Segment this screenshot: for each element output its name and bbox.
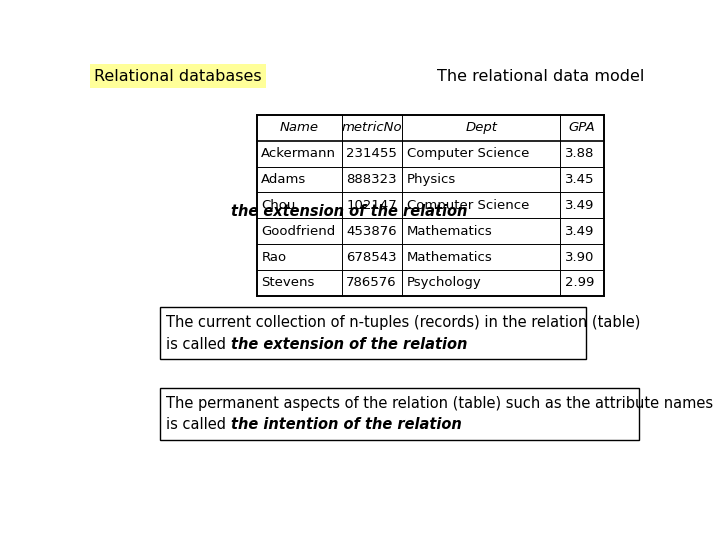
Text: 102147: 102147 <box>346 199 397 212</box>
Text: 3.49: 3.49 <box>565 199 595 212</box>
Text: Physics: Physics <box>407 173 456 186</box>
Text: The relational data model: The relational data model <box>437 69 644 84</box>
Text: 3.45: 3.45 <box>565 173 595 186</box>
Text: Name: Name <box>279 122 319 134</box>
Text: is called: is called <box>166 417 230 433</box>
Text: 231455: 231455 <box>346 147 397 160</box>
Text: 3.90: 3.90 <box>565 251 595 264</box>
Text: Adams: Adams <box>261 173 307 186</box>
Text: 2.99: 2.99 <box>565 276 595 289</box>
Text: Chou: Chou <box>261 199 296 212</box>
Text: the extension of the relation: the extension of the relation <box>230 205 467 219</box>
Text: metricNo: metricNo <box>342 122 402 134</box>
Text: GPA: GPA <box>569 122 595 134</box>
Text: 3.88: 3.88 <box>565 147 595 160</box>
Text: Computer Science: Computer Science <box>407 147 529 160</box>
Text: Dept: Dept <box>465 122 498 134</box>
Text: is called: is called <box>166 336 230 352</box>
Bar <box>160 388 639 440</box>
Text: 3.49: 3.49 <box>565 225 595 238</box>
Bar <box>256 115 604 296</box>
Text: The current collection of n-tuples (records) in the relation (table): The current collection of n-tuples (reco… <box>166 315 640 330</box>
Text: Stevens: Stevens <box>261 276 315 289</box>
Text: Ackermann: Ackermann <box>261 147 336 160</box>
Text: Rao: Rao <box>261 251 287 264</box>
Text: Computer Science: Computer Science <box>407 199 529 212</box>
Text: Relational databases: Relational databases <box>94 69 261 84</box>
Text: 453876: 453876 <box>346 225 397 238</box>
Text: 678543: 678543 <box>346 251 397 264</box>
Text: Psychology: Psychology <box>407 276 482 289</box>
Bar <box>160 307 586 359</box>
Text: Goodfriend: Goodfriend <box>261 225 336 238</box>
Text: Mathematics: Mathematics <box>407 251 493 264</box>
Text: Mathematics: Mathematics <box>407 225 493 238</box>
Text: 888323: 888323 <box>346 173 397 186</box>
Text: 786576: 786576 <box>346 276 397 289</box>
Text: the extension of the relation: the extension of the relation <box>230 336 467 352</box>
Text: the intention of the relation: the intention of the relation <box>230 417 462 433</box>
Text: The permanent aspects of the relation (table) such as the attribute names: The permanent aspects of the relation (t… <box>166 396 713 411</box>
